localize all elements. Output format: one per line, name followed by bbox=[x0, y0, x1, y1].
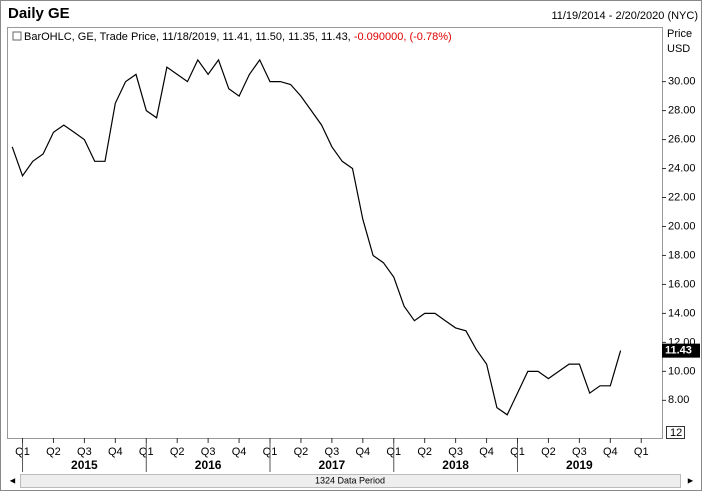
price-line bbox=[11, 58, 622, 416]
x-tick-label: Q2 bbox=[294, 446, 309, 458]
y-axis-label: Price bbox=[667, 28, 692, 40]
y-tick-label: 28.00 bbox=[668, 104, 696, 116]
y-tick-label: 14.00 bbox=[668, 307, 696, 319]
y-axis-unit: USD bbox=[667, 43, 690, 55]
legend-text: BarOHLC, GE, Trade Price, 11/18/2019, 11… bbox=[24, 31, 452, 43]
y-tick-label: 30.00 bbox=[668, 76, 696, 88]
legend-icon bbox=[12, 31, 22, 41]
x-tick-label: Q3 bbox=[325, 446, 340, 458]
date-range: 11/19/2014 - 2/20/2020 (NYC) bbox=[551, 10, 698, 22]
x-tick-label: Q4 bbox=[603, 446, 618, 458]
year-label: 2017 bbox=[319, 458, 346, 472]
x-tick-label: Q3 bbox=[201, 446, 216, 458]
y-tick-label: 8.00 bbox=[668, 394, 689, 406]
x-tick-label: Q4 bbox=[108, 446, 123, 458]
y-tick-label: 16.00 bbox=[668, 278, 696, 290]
x-tick-label: Q4 bbox=[232, 446, 247, 458]
y-tick-label: 10.00 bbox=[668, 365, 696, 377]
x-tick-label: Q2 bbox=[170, 446, 185, 458]
y-tick-label: 22.00 bbox=[668, 191, 696, 203]
legend-change: -0.090000, (-0.78%) bbox=[354, 31, 452, 43]
scroll-right[interactable]: ► bbox=[686, 475, 695, 485]
year-label: 2019 bbox=[566, 458, 593, 472]
x-tick-label: Q2 bbox=[417, 446, 432, 458]
x-tick-label: Q4 bbox=[479, 446, 494, 458]
last-price-box bbox=[662, 343, 700, 358]
legend-info: BarOHLC, GE, Trade Price, 11/18/2019, 11… bbox=[24, 31, 351, 43]
chart-title: Daily GE bbox=[8, 5, 70, 22]
y-tick-label: 24.00 bbox=[668, 162, 696, 174]
y-tick-label: 26.00 bbox=[668, 133, 696, 145]
y-tick-label: 18.00 bbox=[668, 249, 696, 261]
scroll-left[interactable]: ◄ bbox=[8, 475, 17, 485]
x-tick-label: Q4 bbox=[355, 446, 370, 458]
zoom-box[interactable] bbox=[666, 426, 685, 439]
x-tick-label: Q1 bbox=[634, 446, 649, 458]
x-tick-label: Q2 bbox=[46, 446, 61, 458]
last-price-label: 11.43 bbox=[665, 345, 692, 357]
x-tick-label: Q3 bbox=[77, 446, 92, 458]
year-label: 2015 bbox=[71, 458, 98, 472]
year-label: 2016 bbox=[195, 458, 222, 472]
x-tick-label: Q2 bbox=[541, 446, 556, 458]
x-tick-label: Q3 bbox=[448, 446, 463, 458]
y-tick-label: 20.00 bbox=[668, 220, 696, 232]
x-tick-label: Q3 bbox=[572, 446, 587, 458]
scrollbar[interactable] bbox=[20, 474, 681, 488]
year-label: 2018 bbox=[442, 458, 469, 472]
footer: 1324 Data Period bbox=[315, 475, 385, 485]
zoom-label: 12 bbox=[670, 427, 682, 439]
plot-frame bbox=[7, 27, 663, 439]
